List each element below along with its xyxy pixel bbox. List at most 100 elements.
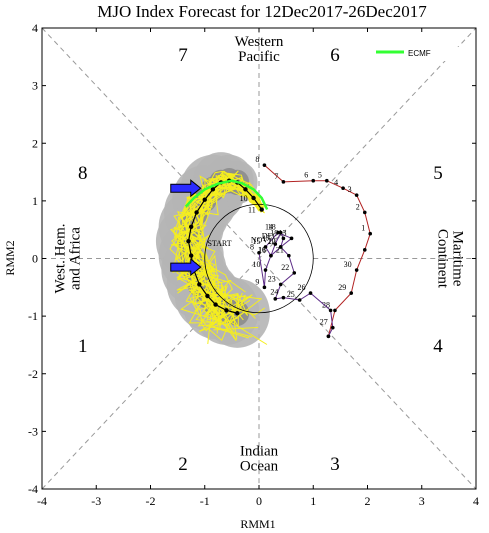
x-tick-label: -4 — [37, 494, 47, 508]
forecast-mean-point — [188, 224, 194, 230]
forecast-mean-point — [243, 187, 248, 192]
forecast-mean-point — [205, 293, 210, 299]
observed-dec-point — [263, 245, 268, 249]
observed-dec-point — [330, 325, 335, 330]
observed-dec-day-label: 21 — [276, 246, 284, 255]
observed-dec-point — [278, 230, 283, 235]
observed-nov-day-label: 3 — [348, 185, 352, 194]
y-tick-label: 3 — [32, 79, 38, 93]
y-tick-label: -2 — [28, 367, 38, 381]
forecast-mean-point — [251, 195, 256, 201]
observed-dec-day-label: 18 — [268, 223, 276, 232]
y-tick-label: 4 — [32, 21, 38, 35]
observed-dec-point — [281, 295, 286, 300]
y-axis-label: RMM2 — [3, 240, 17, 275]
region-label: Western Pacific — [235, 34, 284, 65]
observed-dec-point — [297, 298, 302, 302]
observed-dec-day-label: 17 — [262, 234, 270, 243]
forecast-mean-point — [202, 197, 207, 202]
forecast-mean-point — [213, 302, 218, 307]
observed-dec-day-label: 26 — [298, 283, 306, 292]
observed-nov-point — [354, 193, 359, 197]
forecast-mean-point — [259, 207, 264, 212]
observed-nov-point — [362, 248, 367, 252]
chart-title: MJO Index Forecast for 12Dec2017-26Dec20… — [97, 2, 427, 21]
highlight-arrow-icon — [170, 258, 202, 277]
forecast-mean-point — [188, 253, 194, 258]
observed-dec-day-label: 27 — [320, 318, 328, 327]
start-annotation: START — [207, 239, 231, 248]
observed-dec-point — [257, 250, 261, 255]
diagonal-divider-2 — [41, 27, 477, 490]
observed-nov-day-label: 1 — [361, 224, 365, 233]
ensemble-member-track — [180, 170, 266, 316]
ensemble-member-track — [177, 173, 268, 345]
observed-dec-day-label: 25 — [287, 290, 295, 299]
observed-dec-day-label: 11 — [258, 246, 266, 255]
y-tick-label: -3 — [28, 424, 38, 438]
observed-dec-point — [262, 285, 267, 290]
forecast-mean-point — [186, 239, 191, 244]
phase-label: 4 — [433, 336, 443, 357]
legend-label: ECMF — [408, 49, 431, 58]
observed-dec-day-label: 12 — [268, 237, 276, 246]
observed-dec-day-label: 19 — [270, 228, 278, 237]
observed-nov-day-label: 28 — [322, 300, 330, 309]
observed-dec-point — [287, 253, 291, 258]
nov-annotation: NOV — [251, 235, 269, 244]
observed-dec-day-label: 13 — [279, 228, 287, 237]
observed-dec-point — [273, 297, 278, 301]
highlight-arrow-icon — [170, 179, 202, 198]
region-label: MaritimeContinent — [435, 229, 466, 289]
observed-dec-day-label: 15 — [253, 237, 261, 246]
phase-label: 1 — [78, 336, 88, 357]
observed-dec-point — [276, 230, 280, 235]
observed-dec-point — [278, 245, 283, 249]
observed-nov-day-label: 7 — [274, 172, 278, 181]
observed-dec-point — [269, 253, 273, 258]
observed-dec-day-label: 14 — [265, 223, 273, 232]
observed-nov-point — [341, 186, 345, 190]
x-tick-label: 1 — [310, 494, 316, 508]
phase-label: 5 — [433, 163, 443, 184]
observed-dec-day-label: 16 — [258, 246, 266, 255]
unit-circle — [204, 203, 314, 314]
phase-label: 6 — [330, 45, 340, 66]
x-axis-label: RMM1 — [240, 517, 275, 531]
x-tick-label: -1 — [200, 494, 210, 508]
y-tick-label: 1 — [32, 194, 38, 208]
observed-nov-day-label: 29 — [338, 283, 346, 292]
forecast-mean-point — [194, 210, 199, 215]
observed-dec-point — [281, 236, 286, 241]
observed-nov-point — [311, 178, 316, 183]
observed-dec-day-label: 10 — [253, 260, 261, 269]
observed-dec-day-label: 9 — [255, 277, 259, 286]
observed-nov-point — [362, 210, 367, 215]
region-label: Indian Ocean — [240, 443, 279, 474]
forecast-mean-point — [210, 187, 216, 192]
ecmf-forecast-line — [184, 179, 269, 211]
observed-dec-day-label: 22 — [281, 263, 289, 272]
x-tick-label: 0 — [256, 494, 262, 508]
x-tick-label: 2 — [365, 494, 371, 508]
observed-nov-point — [262, 163, 267, 167]
phase-label: 3 — [330, 454, 340, 475]
observed-nov-point — [368, 231, 373, 236]
y-tick-label: 2 — [32, 136, 38, 150]
observed-nov-day-label: 30 — [344, 260, 352, 269]
phase-label: 8 — [78, 163, 88, 184]
observed-nov-day-label: 2 — [356, 202, 360, 211]
x-tick-label: 4 — [473, 494, 479, 508]
x-tick-label: -3 — [91, 494, 101, 508]
x-tick-label: -2 — [146, 494, 156, 508]
observed-dec-day-label: 23 — [268, 274, 276, 283]
observed-nov-point — [333, 308, 337, 313]
observed-nov-point — [349, 291, 354, 295]
observed-dec-point — [328, 308, 333, 313]
ensemble-member-track — [182, 177, 264, 331]
x-tick-label: 3 — [419, 494, 425, 508]
observed-dec-point — [289, 236, 294, 241]
dec-annotation: DEC — [262, 231, 278, 240]
